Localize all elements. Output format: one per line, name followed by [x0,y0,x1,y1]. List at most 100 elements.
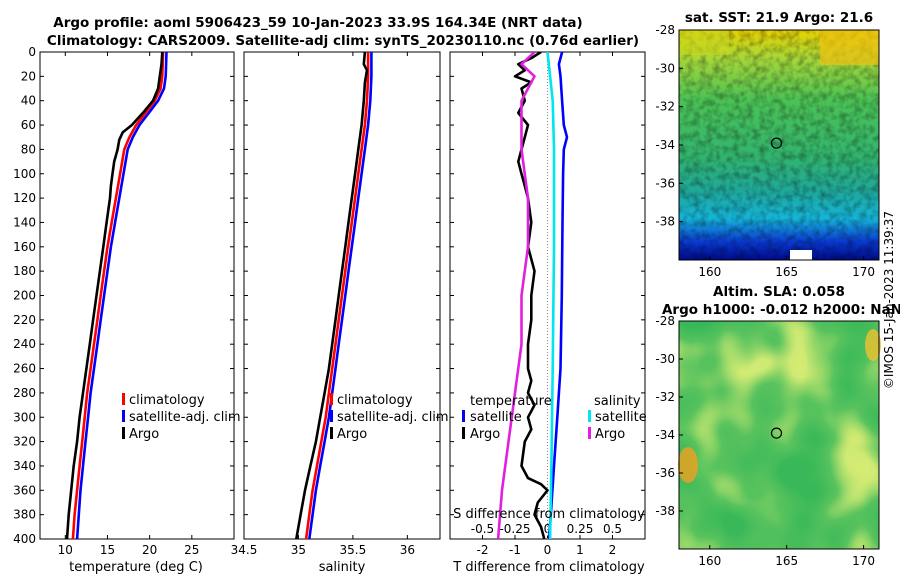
map-y-tick-label: -30 [655,352,675,366]
y-tick-label: 400 [13,532,36,546]
temperature-panel: 0 20 40 60 80 100 120 140 160 180 200 220 240 260 280 3… [13,45,241,575]
y-tick-label: 360 [13,483,36,497]
y-tick-label: 160 [13,240,36,254]
x-tick-label: 2 [609,543,617,557]
series-line-argo [65,52,164,539]
series-line-satellite-adj-clim [308,52,373,539]
sla-warm-eddy [678,447,698,483]
map-y-tick-label: -28 [655,314,675,328]
map-y-tick-label: -32 [655,390,675,404]
y-tick-label: 300 [13,410,36,424]
x-tick-label: 15 [100,543,115,557]
legend-title-temperature: temperature [470,394,552,409]
map-y-tick-label: -38 [655,504,675,518]
y-tick-label: 280 [13,386,36,400]
x-tick-label: -2 [477,543,489,557]
x-tick-label: 35.5 [340,543,367,557]
y-tick-label: 200 [13,289,36,303]
x-tick-label: 35 [291,543,306,557]
temperature-axes-box [39,51,235,540]
legend-swatch-climatology [122,393,125,405]
sla-map-title-line2: Argo h1000: -0.012 h2000: NaN [662,302,900,318]
sla-heatmap [678,321,881,549]
x-tick-label: 36 [400,543,415,557]
y-tick-label: 320 [13,435,36,449]
legend-label-t-argo: Argo [470,427,500,442]
map-x-tick-label: 165 [775,265,798,279]
map-x-tick-label: 165 [775,554,798,568]
y-tick-label: 180 [13,264,36,278]
series-line-s-satellite [546,52,556,539]
map-x-tick-label: 160 [698,554,721,568]
series-line-climatology [304,52,370,539]
temperature-x-ticks: 10 15 20 25 [58,52,199,557]
y-tick-label: 220 [13,313,36,327]
map-y-tick-label: -34 [655,138,675,152]
sst-x-ticks: 160 165 170 [698,256,875,279]
top-x-tick-label: 0.25 [567,522,594,536]
legend-swatch-argo [122,427,125,439]
map-y-tick-label: -28 [655,23,675,37]
legend-swatch-s-argo [588,427,591,439]
sla-highs [679,321,879,549]
legend-swatch-satellite-clim [330,410,333,422]
map-y-tick-label: -36 [655,176,675,190]
x-tick-label: 34.5 [231,543,258,557]
sst-heatmap [679,30,879,260]
temperature-legend: climatology satellite-adj. clim Argo [122,393,241,442]
y-tick-label: 260 [13,362,36,376]
y-tick-label: 340 [13,459,36,473]
legend-swatch-t-argo [462,427,465,439]
legend-label-climatology: climatology [337,393,413,408]
salinity-x-ticks: 34.5 35 35.5 36 [231,52,415,557]
legend-swatch-climatology [330,393,333,405]
salinity-y-ticks [244,51,440,540]
temperature-y-ticks: 0 20 40 60 80 100 120 140 160 180 200 220 240 260 280 3… [13,45,234,546]
y-tick-label: 60 [21,118,36,132]
y-tick-label: 80 [21,142,36,156]
map-y-tick-label: -36 [655,466,675,480]
map-x-tick-label: 160 [698,265,721,279]
top-x-tick-label: -0.5 [471,522,494,536]
legend-label-s-argo: Argo [595,427,625,442]
salinity-x-label: salinity [319,560,366,575]
sst-warm-patch-top-left [679,30,729,55]
legend-label-s-satellite: satellite [595,410,647,425]
x-tick-label: -1 [509,543,521,557]
sst-texture [679,30,879,260]
y-tick-label: 40 [21,94,36,108]
y-tick-label: 120 [13,191,36,205]
sla-y-ticks: -28 -30 -32 -34 -36 -38 [655,314,683,518]
temperature-x-label: temperature (deg C) [69,560,203,575]
sla-x-ticks: 160 165 170 [698,545,875,568]
series-line-s-argo [496,52,536,539]
series-line-climatology [71,52,165,539]
y-tick-label: 240 [13,337,36,351]
legend-title-salinity: salinity [594,394,641,409]
imos-credit: ©IMOS 15-Jan-2023 11:39:37 [882,211,896,389]
sst-y-ticks: -28 -30 -32 -34 -36 -38 [655,23,683,229]
sla-warm-eddy-2 [865,329,881,361]
salinity-lines [295,52,373,539]
map-x-tick-label: 170 [852,265,875,279]
series-line-t-satellite [547,52,569,539]
legend-swatch-satellite-clim [122,410,125,422]
top-x-tick-label: 0.5 [603,522,622,536]
sla-map-title-line1: Altim. SLA: 0.058 [713,284,845,300]
map-y-tick-label: -30 [655,61,675,75]
difference-lines [496,52,569,539]
x-tick-label: 10 [58,543,73,557]
legend-swatch-s-satellite [588,410,591,422]
x-tick-label: 20 [142,543,157,557]
legend-label-argo: Argo [337,427,367,442]
sla-map-panel: Altim. SLA: 0.058 Argo h1000: -0.012 h20… [655,284,900,568]
y-tick-label: 0 [28,45,36,59]
y-tick-label: 380 [13,508,36,522]
top-x-tick-label: -0.25 [499,522,530,536]
difference-y-ticks [450,51,645,540]
salinity-panel: 34.5 35 35.5 36 salinity climatology satell… [231,51,449,575]
sla-argo-position-marker [770,427,783,439]
sst-map-title: sat. SST: 21.9 Argo: 21.6 [685,10,873,26]
